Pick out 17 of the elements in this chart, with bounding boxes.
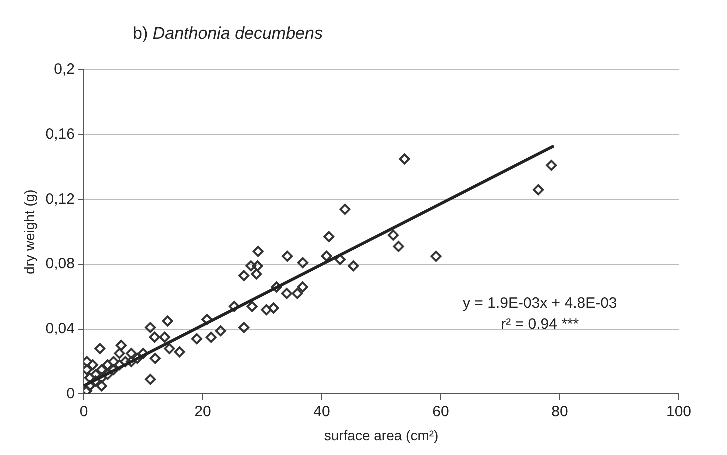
y-tick-label: 0,08 xyxy=(46,256,75,273)
y-tick-label: 0,16 xyxy=(46,126,75,143)
y-tick-label: 0,2 xyxy=(54,61,75,78)
y-tick-label: 0,04 xyxy=(46,320,75,338)
x-tick-label: 20 xyxy=(194,403,212,420)
x-tick-label: 80 xyxy=(552,403,568,420)
annotation: y = 1.9E-03x + 4.8E-03 xyxy=(463,294,618,314)
x-axis-title: surface area (cm²) xyxy=(324,427,439,444)
y-axis-title: dry weight (g) xyxy=(21,190,38,275)
x-tick-label: 0 xyxy=(80,403,88,420)
chart-title: b) Danthonia decumbens xyxy=(133,24,323,44)
annotation: r² = 0.94 *** xyxy=(500,315,580,335)
y-tick-label: 0 xyxy=(66,385,75,402)
x-tick-label: 40 xyxy=(314,403,330,420)
y-tick-label: 0,12 xyxy=(46,190,75,208)
x-tick-label: 60 xyxy=(432,403,450,420)
x-tick-label: 100 xyxy=(666,403,692,420)
